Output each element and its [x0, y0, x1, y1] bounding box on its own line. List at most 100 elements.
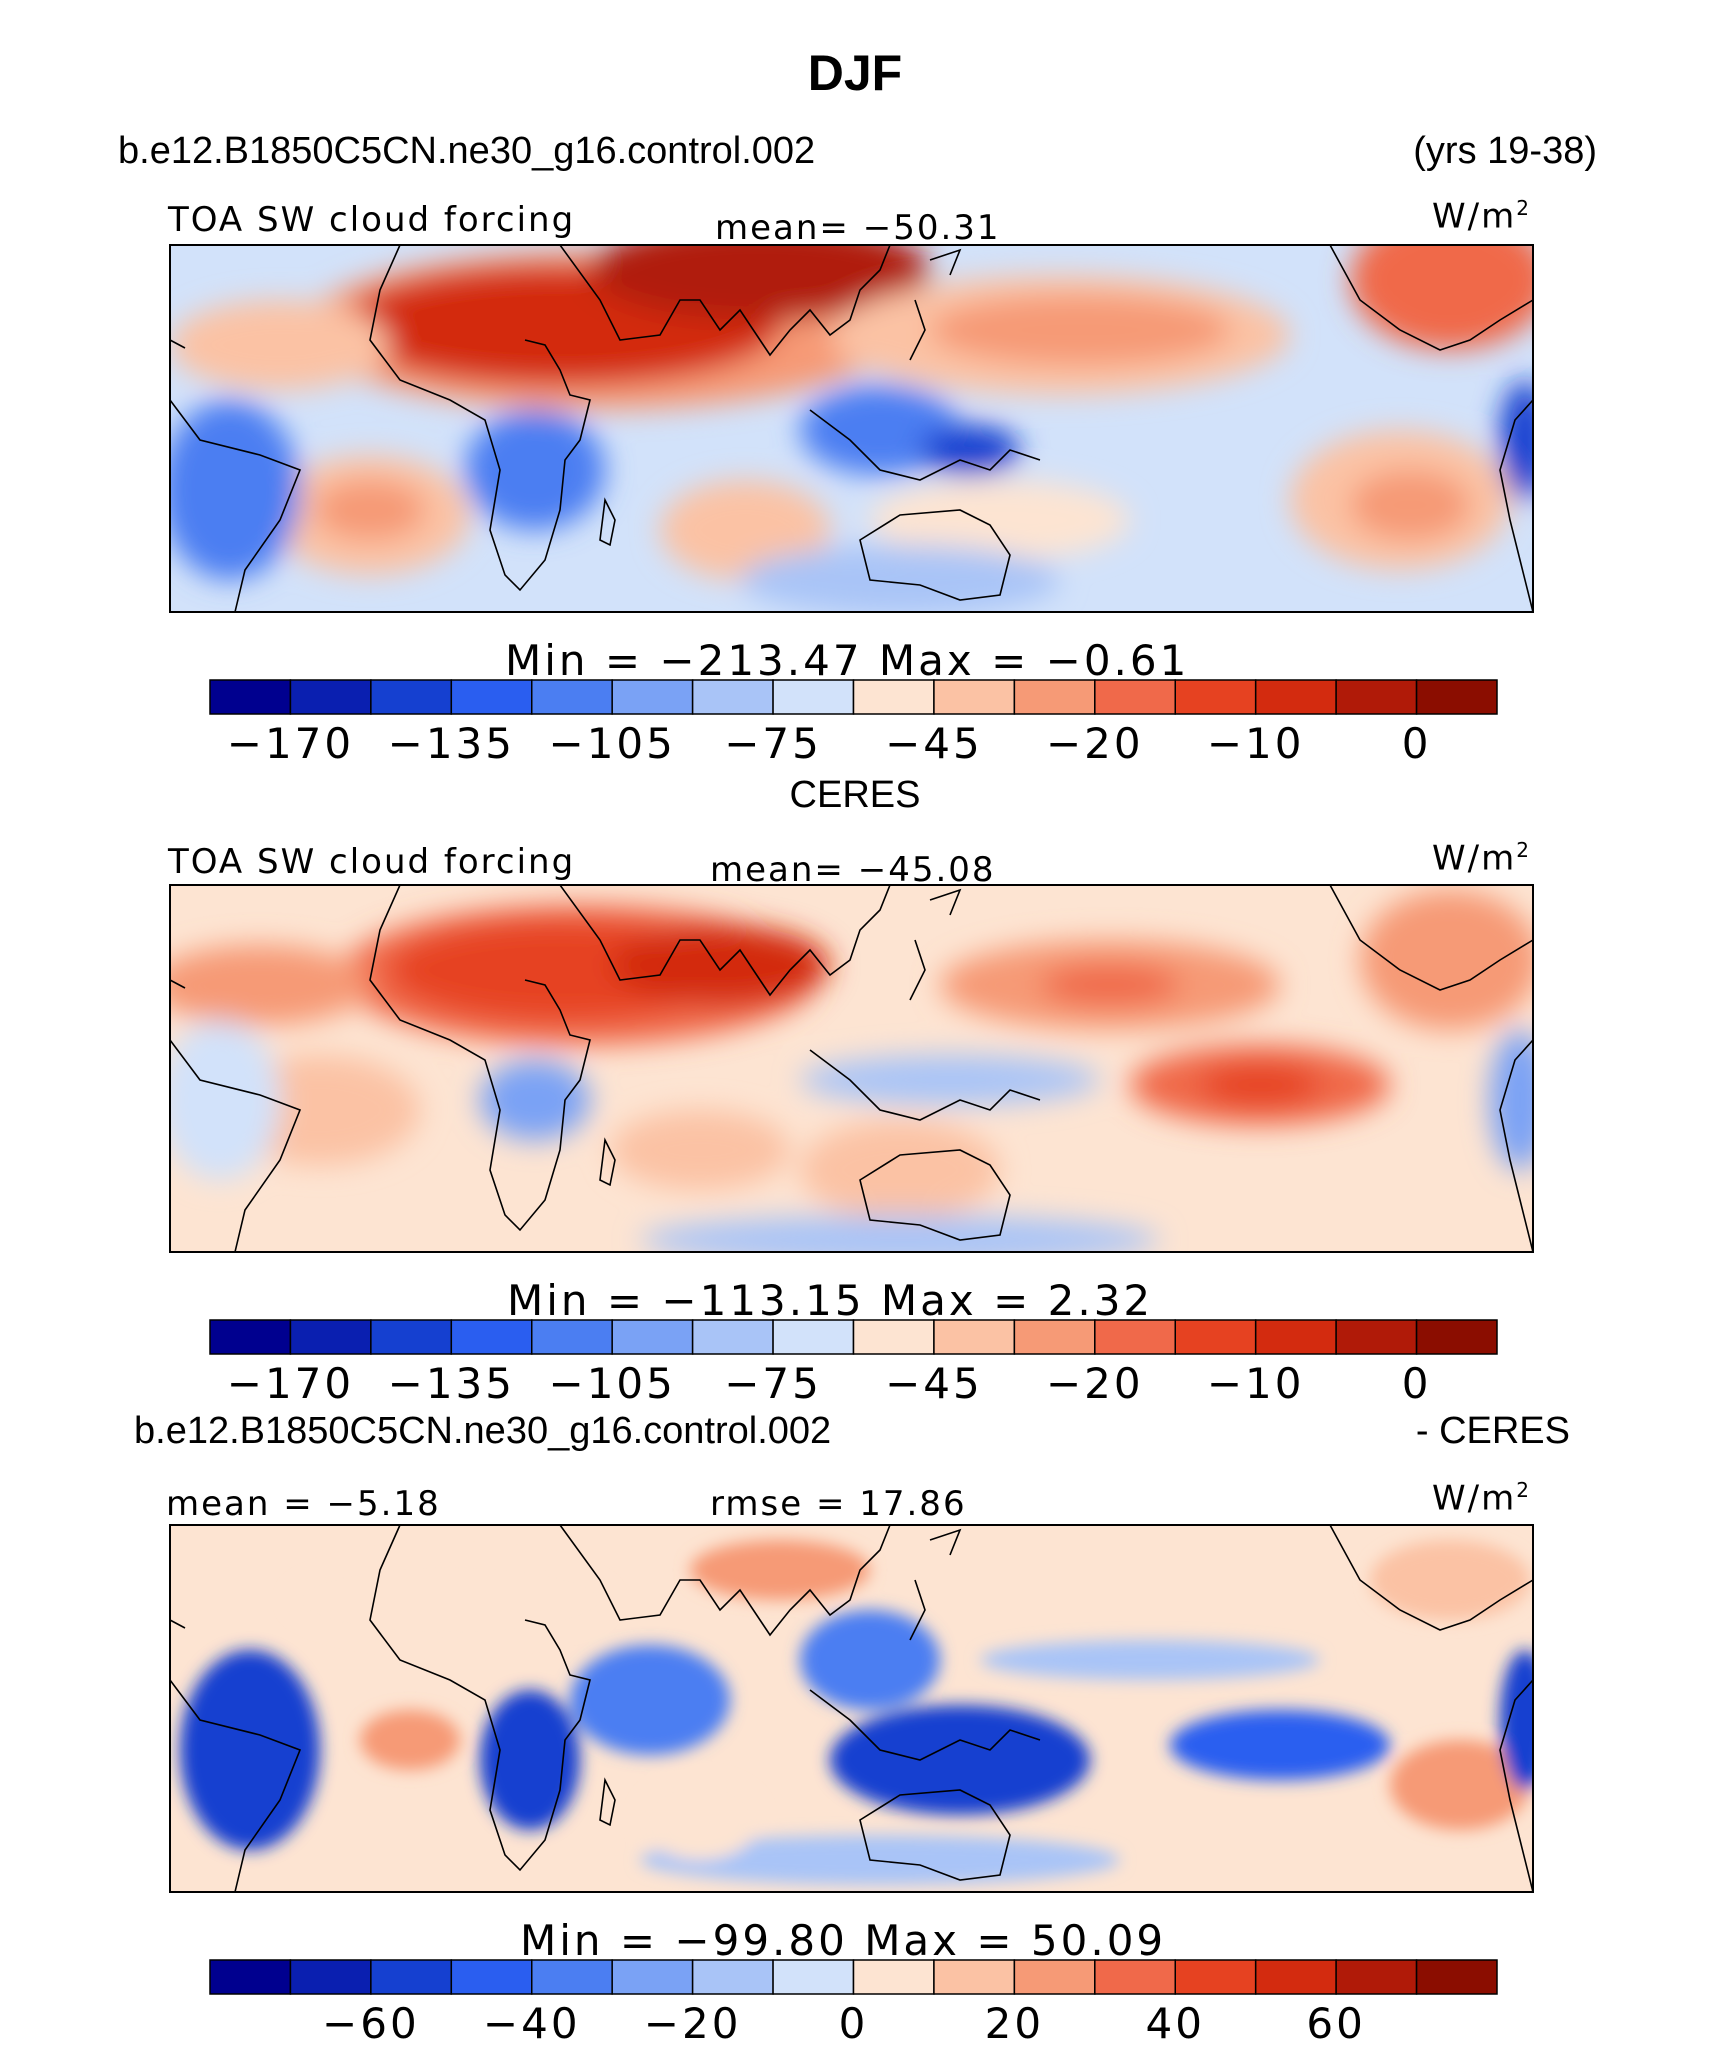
panel3-case-name: b.e12.B1850C5CN.ne30_g16.control.002 — [134, 1410, 832, 1452]
colorbar-3-tick-label: 20 — [985, 1999, 1044, 2048]
colorbar-2-tick-label: −20 — [1046, 1359, 1144, 1408]
colorbar-3-swatch — [370, 1959, 453, 1995]
colorbar-1-swatch — [450, 679, 533, 715]
colorbar-2-swatch — [209, 1319, 292, 1355]
panel1-case-name: b.e12.B1850C5CN.ne30_g16.control.002 — [118, 130, 816, 172]
colorbar-3-tick-label: −20 — [644, 1999, 742, 2048]
colorbar-2-swatch — [531, 1319, 613, 1355]
map3-coastlines — [169, 1524, 1534, 1893]
map2-frame — [169, 884, 1534, 1253]
colorbar-3-swatch — [531, 1959, 613, 1995]
panel3-rmse: rmse = 17.86 — [710, 1484, 967, 1524]
colorbar-2-swatch — [611, 1319, 694, 1355]
colorbar-3-swatch — [611, 1959, 694, 1995]
colorbar-1-swatch — [1094, 679, 1176, 715]
colorbar-3-swatch — [691, 1959, 774, 1995]
colorbar-1-swatch — [691, 679, 774, 715]
map1-coastlines — [169, 244, 1534, 613]
panel2-mean: mean= −45.08 — [710, 850, 996, 890]
colorbar-2-tick-label: −45 — [885, 1359, 983, 1408]
colorbar-3-tick-label: 40 — [1146, 1999, 1205, 2048]
colorbar-1-tick-label: −105 — [549, 719, 676, 768]
colorbar-2-swatch — [370, 1319, 453, 1355]
colorbar-3-tick-label: 0 — [839, 1999, 869, 2048]
map3-frame — [169, 1524, 1534, 1893]
colorbar-2-swatch — [1254, 1319, 1337, 1355]
colorbar-3-swatch — [1335, 1959, 1418, 1995]
panel1-units: W/m2 — [1432, 196, 1531, 237]
colorbar-2-swatch — [1335, 1319, 1418, 1355]
colorbar-3-swatch — [450, 1959, 533, 1995]
panel2-minmax: Min = −113.15 Max = 2.32 — [507, 1276, 1154, 1325]
colorbar-2: −170 −135 −105 −75 −45 −20 −10 0 — [209, 1319, 1498, 1408]
colorbar-1-swatch — [289, 679, 372, 715]
colorbar-1-swatch — [531, 679, 613, 715]
colorbar-3-swatch — [772, 1959, 855, 1995]
colorbar-1-swatch — [933, 679, 1016, 715]
colorbar-2-swatch — [450, 1319, 533, 1355]
colorbar-2-swatch — [1415, 1319, 1498, 1355]
colorbar-2-swatch — [772, 1319, 855, 1355]
colorbar-2-tick-label: −135 — [388, 1359, 515, 1408]
colorbar-1-swatch — [209, 679, 292, 715]
colorbar-1-swatch — [852, 679, 935, 715]
colorbar-3-tick-label: −60 — [322, 1999, 420, 2048]
colorbar-1-tick-label: −170 — [227, 719, 354, 768]
colorbar-1-swatch — [370, 679, 453, 715]
colorbar-3-tick-label: −40 — [483, 1999, 581, 2048]
map1-field — [170, 245, 1533, 612]
colorbar-3-swatch — [1174, 1959, 1257, 1995]
colorbar-2-swatch — [1094, 1319, 1176, 1355]
colorbar-2-swatch — [1174, 1319, 1257, 1355]
colorbar-1-swatch — [1174, 679, 1257, 715]
panel3-mean: mean = −5.18 — [166, 1484, 441, 1524]
colorbar-1-tick-label: −135 — [388, 719, 515, 768]
colorbar-1-swatch — [611, 679, 694, 715]
panel3-minmax: Min = −99.80 Max = 50.09 — [520, 1916, 1167, 1965]
colorbar-1-swatch — [1013, 679, 1096, 715]
colorbar-3: −60 −40 −20 0 20 40 60 — [209, 1959, 1498, 2048]
colorbar-1: −170 −135 −105 −75 −45 −20 −10 0 — [209, 679, 1498, 768]
colorbar-1-tick-label: 0 — [1402, 719, 1432, 768]
panel2-dataset-name: CERES — [789, 774, 921, 816]
colorbar-1-tick-label: −45 — [885, 719, 983, 768]
colorbar-2-swatch — [852, 1319, 935, 1355]
colorbar-1-swatch — [772, 679, 855, 715]
panel3-diff-label: - CERES — [1415, 1410, 1570, 1452]
colorbar-2-swatch — [289, 1319, 372, 1355]
colorbar-3-swatch — [1254, 1959, 1337, 1995]
colorbar-3-swatch — [289, 1959, 372, 1995]
colorbar-1-swatch — [1335, 679, 1418, 715]
map1-frame — [169, 244, 1534, 613]
colorbar-2-tick-label: −10 — [1207, 1359, 1305, 1408]
colorbar-2-tick-label: −105 — [549, 1359, 676, 1408]
panel1-years: (yrs 19-38) — [1413, 130, 1597, 172]
panel2-field-label: TOA SW cloud forcing — [168, 842, 576, 882]
panel1-field-label: TOA SW cloud forcing — [168, 200, 576, 240]
colorbar-1-tick-label: −20 — [1046, 719, 1144, 768]
colorbar-2-swatch — [1013, 1319, 1096, 1355]
colorbar-1-tick-label: −75 — [724, 719, 822, 768]
map3-field — [170, 1525, 1533, 1892]
colorbar-3-swatch — [852, 1959, 935, 1995]
colorbar-2-swatch — [691, 1319, 774, 1355]
panel1-mean: mean= −50.31 — [715, 208, 1001, 248]
panel2-units: W/m2 — [1432, 838, 1531, 879]
panel1-minmax: Min = −213.47 Max = −0.61 — [505, 636, 1190, 685]
colorbar-3-swatch — [209, 1959, 292, 1995]
colorbar-3-swatch — [1094, 1959, 1176, 1995]
colorbar-1-swatch — [1254, 679, 1337, 715]
colorbar-2-tick-label: 0 — [1402, 1359, 1432, 1408]
colorbar-1-swatch — [1415, 679, 1498, 715]
colorbar-3-tick-label: 60 — [1306, 1999, 1365, 2048]
figure-title: DJF — [807, 45, 903, 101]
colorbar-2-swatch — [933, 1319, 1016, 1355]
colorbar-2-tick-label: −75 — [724, 1359, 822, 1408]
colorbar-3-swatch — [933, 1959, 1016, 1995]
panel3-units: W/m2 — [1432, 1478, 1531, 1519]
colorbar-2-tick-label: −170 — [227, 1359, 354, 1408]
colorbar-1-tick-label: −10 — [1207, 719, 1305, 768]
colorbar-3-swatch — [1013, 1959, 1096, 1995]
map2-coastlines — [169, 884, 1534, 1253]
